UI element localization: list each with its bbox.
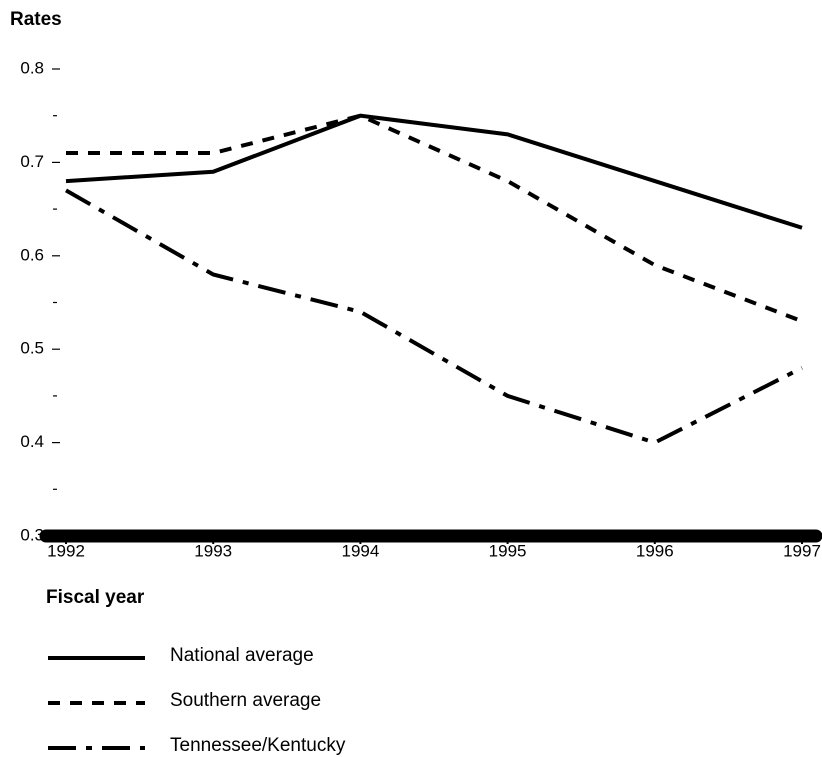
x-tick-label: 1992	[47, 541, 85, 560]
y-tick-label: 0.4	[20, 432, 44, 451]
legend-label: National average	[170, 645, 314, 666]
x-axis-label: Fiscal year	[46, 587, 145, 608]
legend-label: Southern average	[170, 690, 321, 711]
x-tick-label: 1994	[341, 541, 379, 560]
y-tick-label: 0.7	[20, 152, 44, 171]
y-tick-label: 0.8	[20, 58, 44, 77]
x-tick-label: 1993	[194, 541, 232, 560]
series-line	[65, 113, 803, 230]
x-tick-label: 1996	[636, 541, 674, 560]
x-tick-label: 1997	[783, 541, 821, 560]
series-line	[66, 113, 803, 324]
y-tick-label: 0.5	[20, 339, 44, 358]
series-line	[65, 188, 803, 445]
y-tick-label: 0.6	[20, 245, 44, 264]
y-axis-label: Rates	[10, 9, 62, 30]
y-tick-label: 0.3	[20, 525, 44, 544]
x-tick-label: 1995	[489, 541, 527, 560]
legend-label: Tennessee/Kentucky	[170, 735, 346, 756]
